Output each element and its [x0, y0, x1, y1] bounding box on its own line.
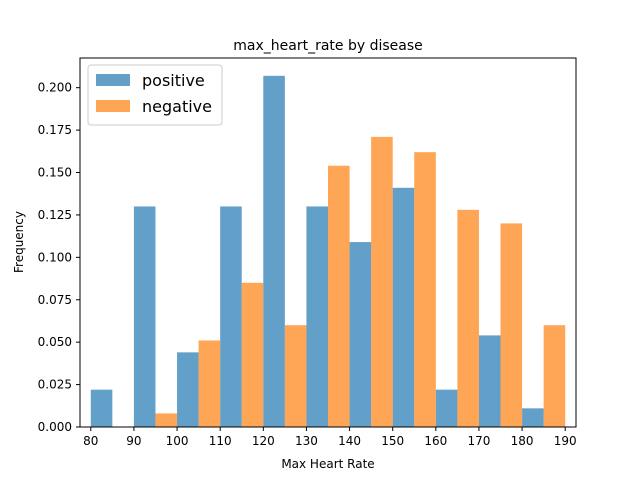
y-tick-label: 0.100	[38, 250, 72, 264]
bar-positive-140	[349, 242, 372, 427]
bar-negative-140	[371, 136, 393, 427]
legend-label-negative: negative	[142, 97, 212, 116]
x-tick-label: 150	[381, 434, 404, 448]
y-tick-label: 0.150	[38, 166, 72, 180]
x-tick-label: 90	[126, 434, 141, 448]
bars-layer	[90, 75, 566, 428]
y-axis-ticks: 0.000 0.025 0.050 0.075 0.100 0.125 0.150 0.175…	[38, 81, 80, 434]
y-tick-label: 0.025	[38, 378, 72, 392]
legend-swatch-positive	[96, 74, 130, 86]
x-tick-label: 180	[511, 434, 534, 448]
axes-frame	[79, 57, 577, 428]
bar-negative-90	[155, 413, 178, 427]
bar-negative-120	[284, 325, 307, 427]
legend-swatch-negative	[96, 100, 130, 112]
x-tick-label: 100	[166, 434, 189, 448]
x-tick-label: 170	[468, 434, 491, 448]
bar-positive-120	[263, 75, 285, 427]
y-tick-label: 0.050	[38, 335, 72, 349]
x-axis-ticks: 80 90 100 110 120 130 140 150 160 170 180 190	[83, 427, 577, 448]
x-tick-label: 120	[252, 434, 275, 448]
bar-negative-180	[543, 325, 566, 427]
chart-title: max_heart_rate by disease	[233, 38, 423, 54]
bar-negative-110	[241, 282, 264, 427]
bar-positive-110	[220, 206, 242, 427]
x-tick-label: 140	[338, 434, 361, 448]
y-tick-label: 0.200	[38, 81, 72, 95]
y-tick-label: 0.125	[38, 208, 72, 222]
y-tick-label: 0.175	[38, 123, 72, 137]
bar-negative-100	[198, 340, 221, 427]
y-tick-label: 0.075	[38, 293, 72, 307]
bar-positive-170	[478, 335, 501, 427]
bar-positive-100	[177, 352, 199, 427]
bar-negative-170	[500, 223, 523, 427]
y-tick-label: 0.000	[38, 420, 72, 434]
x-tick-label: 110	[209, 434, 232, 448]
bar-negative-160	[457, 209, 479, 427]
x-tick-label: 190	[554, 434, 577, 448]
legend-label-positive: positive	[142, 71, 205, 90]
bar-negative-130	[328, 165, 350, 428]
bar-negative-150	[414, 152, 436, 427]
x-tick-label: 130	[295, 434, 318, 448]
y-axis-label: Frequency	[12, 211, 26, 273]
bar-positive-130	[306, 206, 328, 427]
bar-positive-160	[435, 389, 458, 427]
bar-positive-180	[522, 408, 544, 427]
x-tick-label: 80	[83, 434, 98, 448]
bar-positive-90	[133, 206, 156, 427]
legend: positive negative	[87, 64, 223, 126]
bar-positive-150	[392, 187, 415, 427]
x-tick-label: 160	[424, 434, 447, 448]
bar-positive-80	[90, 389, 113, 427]
x-axis-label: Max Heart Rate	[281, 457, 374, 471]
